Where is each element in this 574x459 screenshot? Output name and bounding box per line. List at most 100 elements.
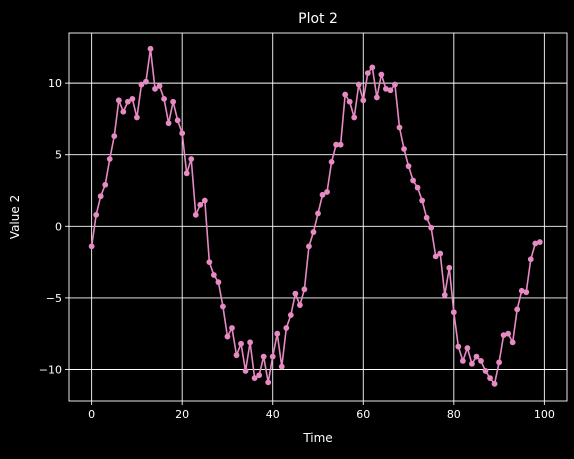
data-point xyxy=(469,360,475,367)
data-point xyxy=(478,358,484,364)
data-point xyxy=(93,211,100,218)
data-point xyxy=(441,292,448,298)
data-point xyxy=(124,98,131,105)
data-point xyxy=(88,243,95,250)
data-point xyxy=(450,309,457,316)
data-point xyxy=(396,124,403,131)
data-point xyxy=(260,353,267,360)
x-tick-label: 0 xyxy=(88,408,95,421)
data-point xyxy=(152,85,158,92)
x-axis-label: Time xyxy=(302,431,332,445)
x-tick-label: 40 xyxy=(266,408,280,421)
data-point xyxy=(333,141,340,148)
data-point xyxy=(224,333,231,340)
data-point xyxy=(387,87,394,94)
x-tick-label: 60 xyxy=(356,408,370,421)
data-point xyxy=(278,363,285,370)
data-point xyxy=(514,306,521,313)
data-point xyxy=(251,375,258,381)
data-point xyxy=(369,64,376,71)
data-point xyxy=(111,133,118,139)
data-point xyxy=(134,114,140,121)
plot-area-frame xyxy=(68,32,568,402)
data-point xyxy=(419,197,426,204)
x-tick-label: 20 xyxy=(175,408,189,421)
data-point xyxy=(296,302,303,308)
data-point xyxy=(405,163,412,170)
data-point xyxy=(265,379,272,386)
data-point xyxy=(491,380,498,387)
data-point xyxy=(315,210,321,217)
data-point xyxy=(324,189,330,195)
data-point xyxy=(496,359,502,366)
data-point xyxy=(527,256,534,263)
data-point xyxy=(319,191,326,198)
data-point xyxy=(287,312,294,318)
data-point xyxy=(536,239,543,245)
data-point xyxy=(206,259,213,266)
data-point xyxy=(143,78,149,85)
data-point xyxy=(337,141,344,148)
y-tick-label: 0 xyxy=(55,220,62,233)
data-point xyxy=(532,240,539,247)
y-tick-label: −5 xyxy=(46,292,62,305)
data-point xyxy=(392,81,398,88)
data-point xyxy=(192,211,199,218)
data-point xyxy=(464,345,471,351)
data-point xyxy=(201,197,208,204)
data-point xyxy=(183,170,190,177)
y-tick-label: 5 xyxy=(55,149,62,162)
series-layer xyxy=(88,45,543,387)
data-point xyxy=(170,98,177,105)
data-point xyxy=(509,339,516,346)
data-point xyxy=(378,71,385,78)
data-point xyxy=(342,91,349,98)
data-point xyxy=(247,339,253,346)
data-point xyxy=(500,332,507,339)
data-point xyxy=(129,95,136,102)
data-point xyxy=(238,340,244,347)
data-point xyxy=(120,108,127,115)
data-point xyxy=(274,330,281,337)
data-point xyxy=(197,201,204,208)
data-point xyxy=(428,224,435,231)
data-point xyxy=(210,272,217,278)
data-point xyxy=(487,375,493,381)
chart-title: Plot 2 xyxy=(298,11,338,27)
data-point xyxy=(283,325,290,331)
data-point xyxy=(269,353,276,360)
data-point xyxy=(401,146,407,152)
data-point xyxy=(102,181,109,188)
data-point xyxy=(355,81,362,88)
data-point xyxy=(437,250,444,257)
data-point xyxy=(256,372,263,379)
x-tick-label: 80 xyxy=(447,408,461,421)
data-point xyxy=(174,117,181,124)
series-line xyxy=(90,47,541,385)
data-point xyxy=(423,214,430,221)
data-point xyxy=(505,330,512,337)
data-point xyxy=(138,81,145,88)
data-point xyxy=(373,94,380,101)
data-point xyxy=(165,120,172,127)
ticks-layer: 0 20 40 60 80 100 −10 −5 0 5 10 xyxy=(39,77,555,421)
data-point xyxy=(156,83,163,89)
data-point xyxy=(179,130,186,137)
data-point xyxy=(473,353,480,360)
data-point xyxy=(106,156,113,162)
data-point xyxy=(301,286,308,293)
data-point xyxy=(188,156,195,162)
data-point xyxy=(328,158,335,165)
data-point xyxy=(446,264,453,271)
data-point xyxy=(523,289,530,296)
data-point xyxy=(414,184,421,191)
data-point xyxy=(360,97,367,104)
data-point xyxy=(364,70,371,76)
data-point xyxy=(346,98,353,105)
data-point xyxy=(351,114,358,121)
data-point xyxy=(459,358,466,364)
data-point xyxy=(115,97,122,104)
data-point xyxy=(220,303,226,310)
